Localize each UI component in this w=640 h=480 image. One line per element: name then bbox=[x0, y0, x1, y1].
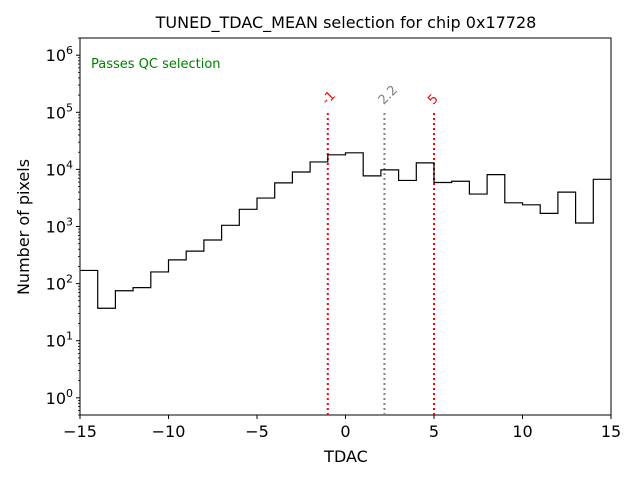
x-tick-label: −10 bbox=[152, 422, 186, 441]
y-tick-label: 104 bbox=[46, 158, 73, 179]
x-axis-ticks: −15 −10 −5 0 5 10 15 bbox=[63, 415, 621, 441]
threshold-label-1: 2.2 bbox=[376, 83, 401, 108]
y-tick-label: 103 bbox=[46, 216, 73, 237]
histogram-step-line bbox=[80, 152, 611, 309]
qc-annotation: Passes QC selection bbox=[91, 57, 221, 72]
x-tick-label: 10 bbox=[512, 422, 532, 441]
y-axis-ticks: 100 101 102 103 104 105 106 bbox=[46, 37, 80, 416]
x-tick-label: −15 bbox=[63, 422, 97, 441]
y-tick-label: 101 bbox=[46, 330, 73, 351]
y-tick-label: 105 bbox=[46, 101, 73, 122]
y-tick-label: 102 bbox=[46, 273, 73, 294]
y-tick-label: 106 bbox=[46, 44, 73, 65]
x-tick-label: 15 bbox=[601, 422, 621, 441]
chart-title: TUNED_TDAC_MEAN selection for chip 0x177… bbox=[155, 13, 537, 33]
plot-area bbox=[79, 37, 612, 416]
threshold-label-0: -1 bbox=[319, 88, 339, 108]
y-axis-label: Number of pixels bbox=[14, 159, 33, 295]
x-axis-label: TDAC bbox=[323, 447, 368, 466]
threshold-label-2: 5 bbox=[425, 92, 441, 108]
x-tick-label: 0 bbox=[340, 422, 350, 441]
y-tick-label: 100 bbox=[46, 387, 73, 408]
x-tick-label: −5 bbox=[245, 422, 269, 441]
threshold-lines: -1 2.2 5 bbox=[319, 83, 442, 415]
x-tick-label: 5 bbox=[429, 422, 439, 441]
